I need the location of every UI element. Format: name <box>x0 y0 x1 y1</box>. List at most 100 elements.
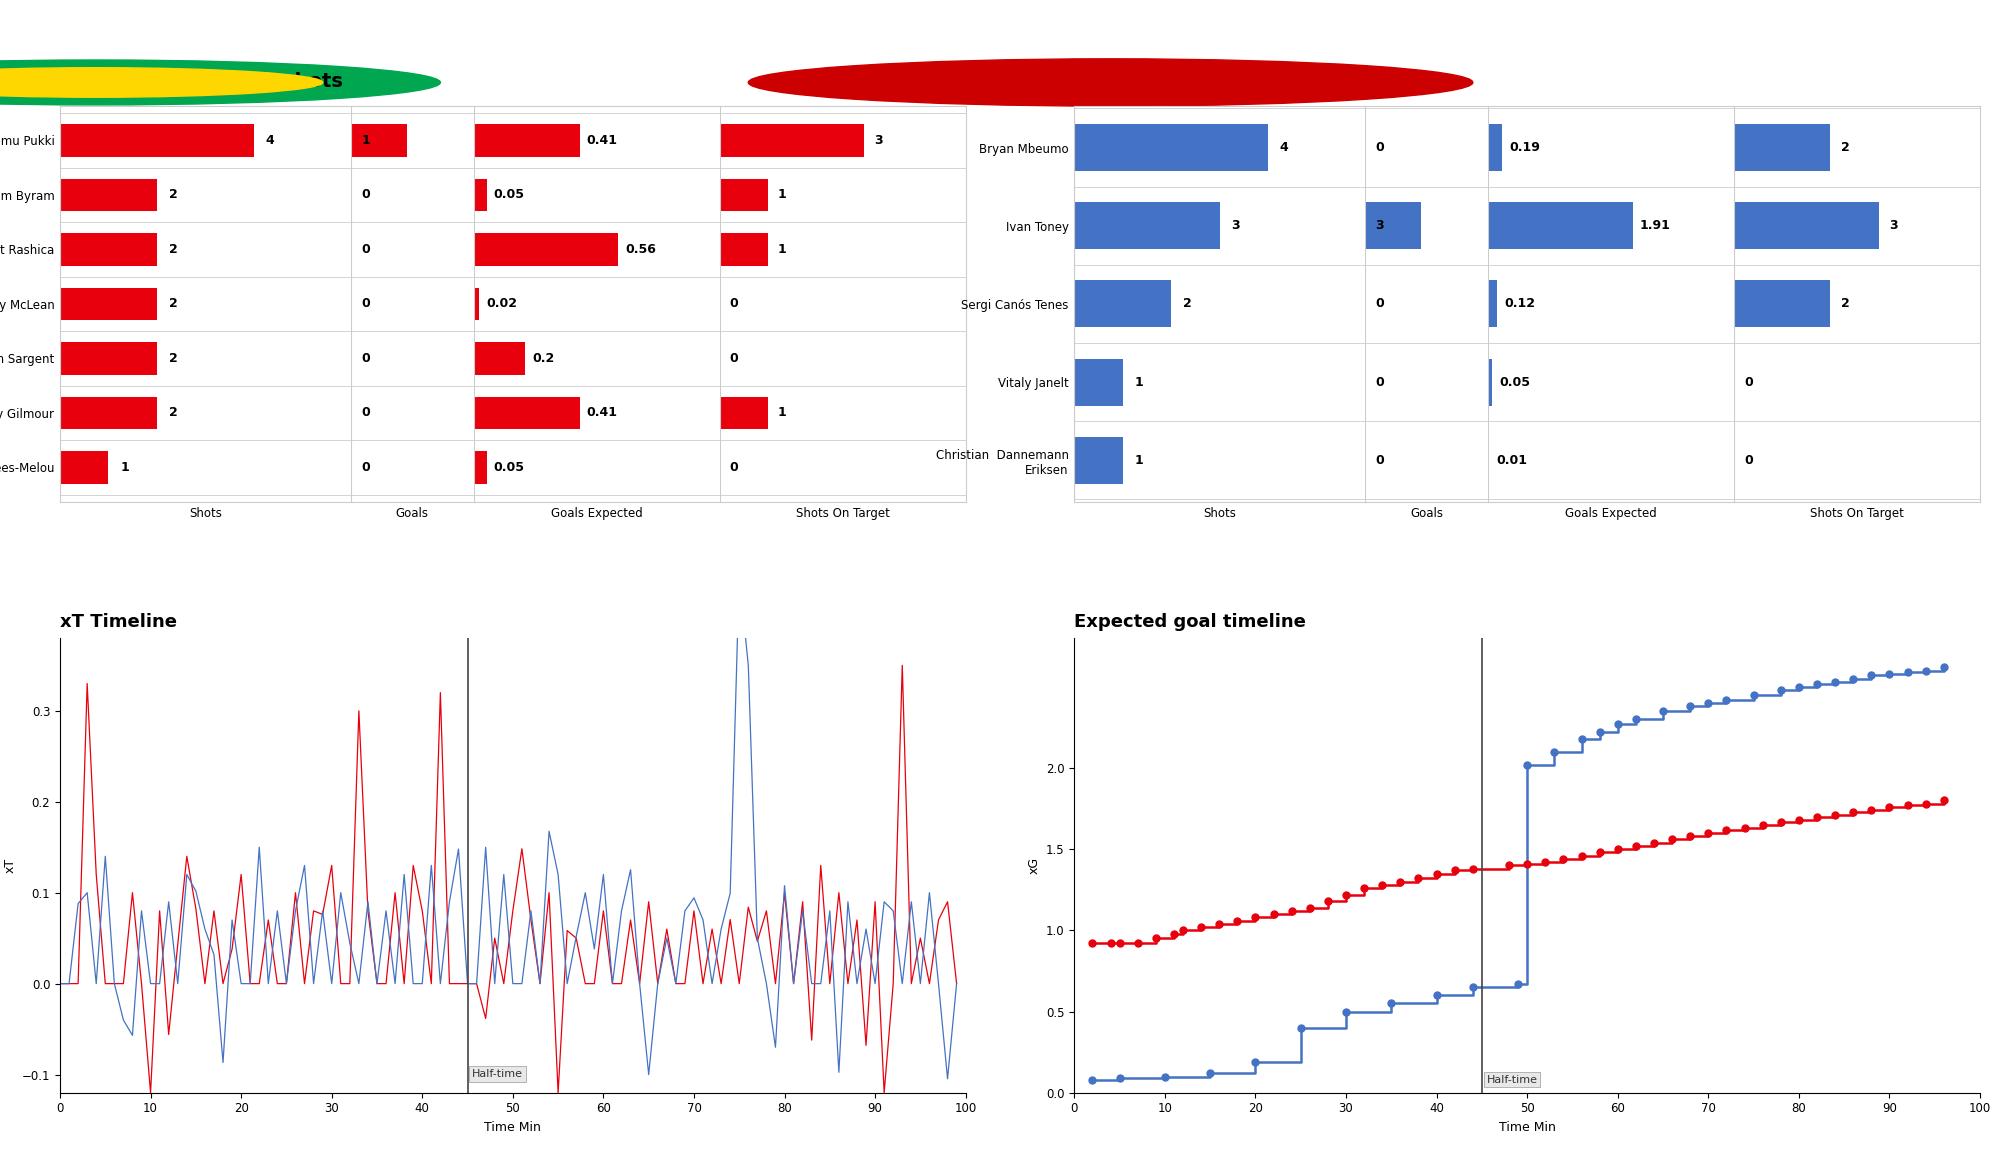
Text: 0: 0 <box>362 407 370 419</box>
Text: 0: 0 <box>730 461 738 474</box>
Bar <box>474 396 580 429</box>
Bar <box>1074 202 1220 249</box>
Circle shape <box>0 60 440 105</box>
X-axis label: Goals: Goals <box>396 508 428 521</box>
Text: Half-time: Half-time <box>472 1069 524 1079</box>
Text: 0: 0 <box>1376 297 1384 310</box>
Text: 2: 2 <box>168 243 178 256</box>
X-axis label: Shots: Shots <box>188 508 222 521</box>
Text: 3: 3 <box>1376 220 1384 233</box>
Bar <box>474 125 580 156</box>
Text: 4: 4 <box>1280 141 1288 154</box>
Bar <box>474 451 486 484</box>
Bar <box>474 179 486 212</box>
X-axis label: Shots On Target: Shots On Target <box>1810 508 1904 521</box>
Bar <box>1734 125 1830 172</box>
Text: 0.19: 0.19 <box>1510 141 1540 154</box>
Bar <box>60 179 156 212</box>
Text: 0: 0 <box>362 351 370 365</box>
X-axis label: Shots: Shots <box>1204 508 1236 521</box>
Text: 0.2: 0.2 <box>532 351 554 365</box>
Bar <box>1074 125 1268 172</box>
Bar <box>720 396 768 429</box>
Text: 0.56: 0.56 <box>626 243 656 256</box>
X-axis label: Time Min: Time Min <box>484 1121 542 1134</box>
Text: 0: 0 <box>1376 141 1384 154</box>
Text: 0: 0 <box>1376 454 1384 466</box>
Bar <box>720 233 768 266</box>
Bar <box>1734 202 1878 249</box>
Bar <box>1734 281 1830 328</box>
Text: 0: 0 <box>362 188 370 201</box>
X-axis label: Time Min: Time Min <box>1498 1121 1556 1134</box>
Text: 0.05: 0.05 <box>494 188 524 201</box>
Text: 2: 2 <box>1840 141 1850 154</box>
Text: 0.41: 0.41 <box>586 407 618 419</box>
Text: 0: 0 <box>1744 376 1752 389</box>
Bar <box>1488 202 1632 249</box>
Text: 3: 3 <box>1888 220 1898 233</box>
Bar <box>350 125 406 156</box>
Text: 2: 2 <box>168 407 178 419</box>
Bar <box>60 233 156 266</box>
Bar <box>474 233 618 266</box>
Text: 1: 1 <box>778 188 786 201</box>
Bar <box>474 342 526 375</box>
Text: 1: 1 <box>1134 376 1144 389</box>
Text: 1: 1 <box>120 461 128 474</box>
Y-axis label: xG: xG <box>1028 857 1040 874</box>
Text: 1: 1 <box>778 243 786 256</box>
Text: 4: 4 <box>266 134 274 147</box>
Text: 2: 2 <box>168 351 178 365</box>
Bar <box>474 288 478 321</box>
Text: Norwich City shots: Norwich City shots <box>136 72 342 90</box>
Bar <box>60 451 108 484</box>
Text: 0.02: 0.02 <box>486 297 518 310</box>
Bar <box>60 125 254 156</box>
Bar <box>1488 358 1492 405</box>
Circle shape <box>748 59 1472 106</box>
Text: 0.05: 0.05 <box>494 461 524 474</box>
Text: 1.91: 1.91 <box>1640 220 1670 233</box>
Bar <box>60 342 156 375</box>
Text: 2: 2 <box>1182 297 1192 310</box>
Text: 0.05: 0.05 <box>1500 376 1530 389</box>
Y-axis label: xT: xT <box>4 858 16 873</box>
Text: 0: 0 <box>362 243 370 256</box>
Text: Half-time: Half-time <box>1486 1075 1538 1085</box>
Bar <box>60 396 156 429</box>
Text: 3: 3 <box>874 134 884 147</box>
Text: 0.12: 0.12 <box>1504 297 1536 310</box>
Text: 0.41: 0.41 <box>586 134 618 147</box>
Text: 0: 0 <box>1376 376 1384 389</box>
Bar <box>720 179 768 212</box>
Bar <box>1074 358 1122 405</box>
Text: 0.01: 0.01 <box>1496 454 1528 466</box>
Text: Brentford shots: Brentford shots <box>1152 72 1324 90</box>
Text: 2: 2 <box>168 188 178 201</box>
Text: 2: 2 <box>1840 297 1850 310</box>
Text: 0: 0 <box>730 351 738 365</box>
Text: 1: 1 <box>1134 454 1144 466</box>
Bar <box>1488 281 1498 328</box>
Text: Expected goal timeline: Expected goal timeline <box>1074 613 1306 631</box>
Bar <box>1074 281 1172 328</box>
Bar <box>720 125 864 156</box>
Circle shape <box>0 68 322 98</box>
Circle shape <box>856 66 1364 99</box>
Text: 0: 0 <box>730 297 738 310</box>
Text: 1: 1 <box>778 407 786 419</box>
Bar <box>1074 437 1122 484</box>
Bar <box>1488 125 1502 172</box>
X-axis label: Goals Expected: Goals Expected <box>550 508 642 521</box>
Text: 0: 0 <box>1744 454 1752 466</box>
Text: 2: 2 <box>168 297 178 310</box>
X-axis label: Goals Expected: Goals Expected <box>1566 508 1656 521</box>
Text: 0: 0 <box>362 461 370 474</box>
Text: 3: 3 <box>1232 220 1240 233</box>
X-axis label: Goals: Goals <box>1410 508 1444 521</box>
Text: 0: 0 <box>362 297 370 310</box>
Bar <box>60 288 156 321</box>
Bar <box>1366 202 1420 249</box>
X-axis label: Shots On Target: Shots On Target <box>796 508 890 521</box>
